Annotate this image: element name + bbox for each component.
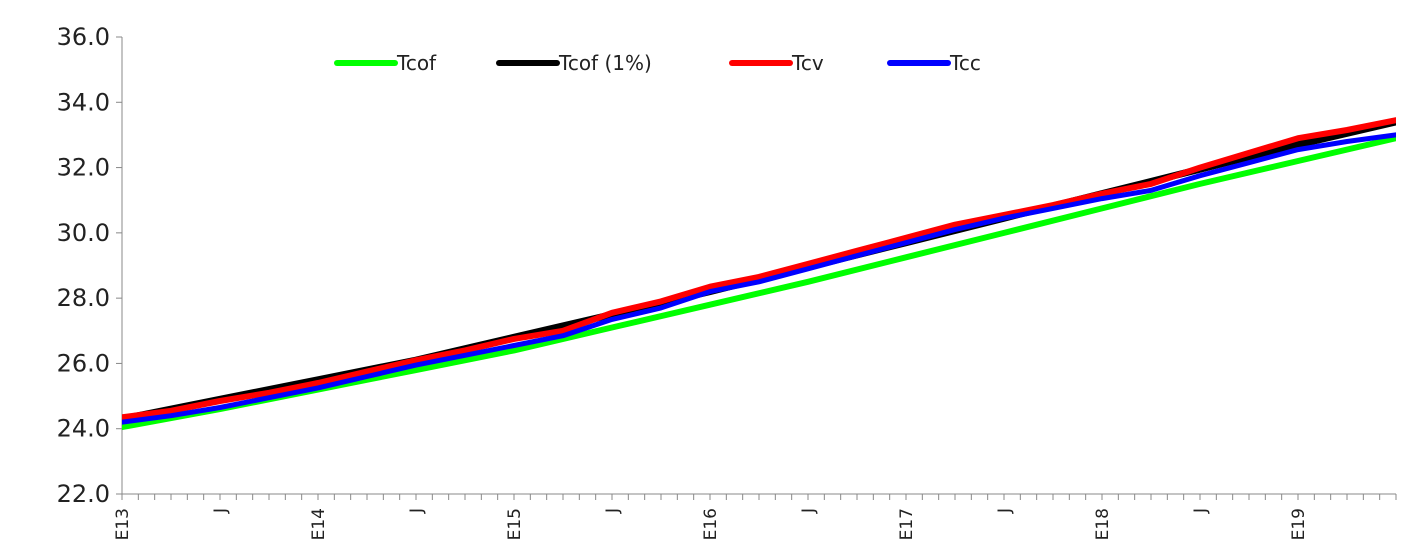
x-tick-label: E17 xyxy=(897,508,917,540)
series-line-tcc xyxy=(122,132,1396,425)
x-tick-label: E18 xyxy=(1093,508,1113,540)
x-tick-label: J xyxy=(799,508,819,514)
legend-label: Tcof xyxy=(396,51,437,75)
series-line-tcv xyxy=(122,117,1396,421)
x-tick-label: E14 xyxy=(309,508,329,540)
x-tick-label: J xyxy=(603,508,623,514)
legend-label: Tcv xyxy=(791,51,824,75)
x-tick-label: E13 xyxy=(113,508,133,540)
x-tick-label: J xyxy=(211,508,231,514)
y-tick-label: 32.0 xyxy=(57,154,110,182)
x-tick-label: J xyxy=(407,508,427,514)
legend-label: Tcc xyxy=(949,51,981,75)
y-tick-label: 28.0 xyxy=(57,284,110,312)
x-tick-label: E19 xyxy=(1289,508,1309,540)
x-tick-label: J xyxy=(995,508,1015,514)
y-tick-label: 26.0 xyxy=(57,349,110,377)
y-tick-label: 24.0 xyxy=(57,415,110,443)
y-tick-label: 34.0 xyxy=(57,88,110,116)
x-tick-label: J xyxy=(1191,508,1211,514)
x-tick-label: E15 xyxy=(505,508,525,540)
y-tick-label: 36.0 xyxy=(57,23,110,51)
y-tick-label: 30.0 xyxy=(57,219,110,247)
x-tick-label: E16 xyxy=(701,508,721,540)
y-tick-label: 22.0 xyxy=(57,480,110,508)
legend-label: Tcof (1%) xyxy=(558,51,652,75)
